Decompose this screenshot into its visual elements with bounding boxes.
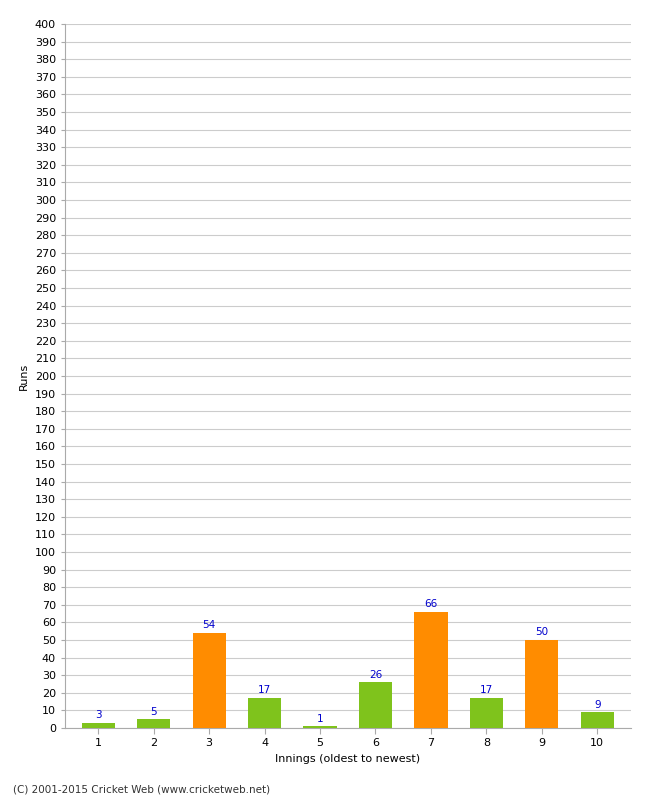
Bar <box>580 712 614 728</box>
Text: 66: 66 <box>424 599 437 610</box>
X-axis label: Innings (oldest to newest): Innings (oldest to newest) <box>275 754 421 764</box>
Bar <box>414 612 448 728</box>
Text: 26: 26 <box>369 670 382 680</box>
Text: 54: 54 <box>203 620 216 630</box>
Text: (C) 2001-2015 Cricket Web (www.cricketweb.net): (C) 2001-2015 Cricket Web (www.cricketwe… <box>13 784 270 794</box>
Bar <box>82 722 115 728</box>
Y-axis label: Runs: Runs <box>19 362 29 390</box>
Text: 9: 9 <box>594 699 601 710</box>
Text: 1: 1 <box>317 714 323 724</box>
Text: 5: 5 <box>150 706 157 717</box>
Bar <box>304 726 337 728</box>
Bar <box>248 698 281 728</box>
Bar <box>525 640 558 728</box>
Text: 17: 17 <box>258 686 271 695</box>
Text: 17: 17 <box>480 686 493 695</box>
Bar <box>359 682 392 728</box>
Text: 50: 50 <box>535 627 549 638</box>
Bar <box>470 698 503 728</box>
Bar <box>137 719 170 728</box>
Bar <box>192 633 226 728</box>
Text: 3: 3 <box>95 710 101 720</box>
